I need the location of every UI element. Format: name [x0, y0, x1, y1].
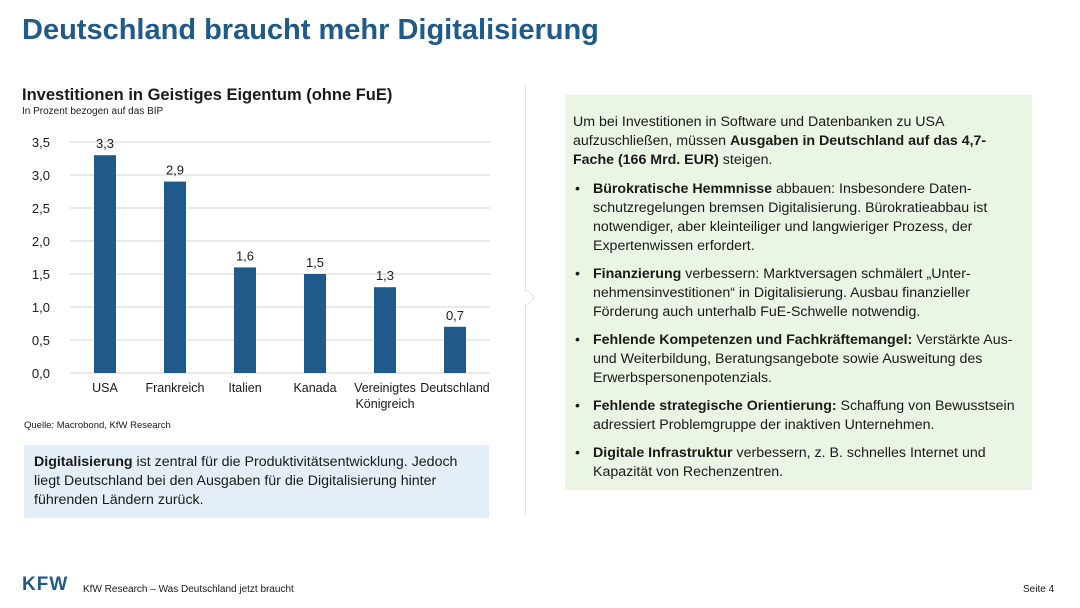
y-tick-label: 0,5 [32, 333, 50, 348]
x-tick-label: Kanada [293, 381, 336, 395]
recommendation-heading: Fehlende Kompetenzen und Fachkräftemange… [593, 332, 913, 348]
bar-chart: 0,0 0,5 1,0 1,5 2,0 2,5 3,0 3,5 3,3 USA 2,9 Frankre… [32, 135, 490, 411]
recommendation-item: • Bürokratische Hemmnisse abbauen: Insbes… [573, 180, 1021, 256]
y-tick-label: 2,5 [32, 201, 50, 216]
recommendation-text: abbauen: Insbesondere Daten-schutzregelu… [593, 181, 988, 254]
bar [94, 155, 116, 373]
footer-text: KfW Research – Was Deutschland jetzt bra… [83, 584, 294, 595]
recommendation-list: • Bürokratische Hemmnisse abbauen: Insbes… [573, 180, 1021, 482]
recommendation-text: Verstärkte Aus- und Weiterbildung, Berat… [593, 332, 1013, 386]
x-tick-label: Vereinigtes [354, 381, 416, 395]
y-tick-label: 3,5 [32, 135, 50, 150]
data-label: 3,3 [96, 136, 114, 151]
recommendation-text: verbessern: Marktversagen schmälert „Unt… [593, 266, 971, 320]
bullet-marker: • [575, 445, 580, 461]
bullet-marker: • [575, 332, 580, 348]
slide-title: Deutschland braucht mehr Digitalisierung [22, 14, 599, 46]
chart-subtitle: In Prozent bezogen auf das BIP [22, 106, 164, 117]
recommendation-heading: Fehlende strategische Orientierung: [593, 398, 837, 414]
y-tick-label: 0,0 [32, 366, 50, 381]
chart-title: Investitionen in Geistiges Eigentum (ohn… [22, 86, 393, 104]
info-box-bold: Digitalisierung [34, 454, 133, 470]
x-tick-label: Deutschland [420, 381, 490, 395]
x-tick-label: Italien [228, 381, 261, 395]
bullet-marker: • [575, 398, 580, 414]
intro-bold: Ausgaben in Deutschland auf das 4,7-Fach… [573, 133, 987, 168]
data-label: 1,6 [236, 248, 254, 263]
bar [444, 326, 466, 373]
bar [374, 287, 396, 373]
recommendation-item: • Digitale Infrastruktur verbessern, z. B… [573, 444, 1021, 482]
data-label: 1,5 [306, 255, 324, 270]
y-tick-label: 2,0 [32, 234, 50, 249]
bar [234, 267, 256, 373]
recommendation-heading: Bürokratische Hemmnisse [593, 181, 772, 197]
page-number: Seite 4 [1023, 584, 1055, 595]
recommendation-text: Schaffung von Bewusstsein adressiert Pro… [593, 398, 1015, 433]
info-box: Digitalisierung ist zentral für die Prod… [24, 445, 489, 518]
data-label: 0,7 [446, 308, 464, 323]
recommendation-heading: Digitale Infrastruktur [593, 445, 733, 461]
y-tick-label: 3,0 [32, 168, 50, 183]
kfw-logo: KFW [22, 574, 69, 595]
recommendation-heading: Finanzierung [593, 266, 682, 282]
chart-source: Quelle: Macrobond, KfW Research [24, 420, 171, 431]
y-tick-label: 1,0 [32, 300, 50, 315]
intro-text: Um bei Investitionen in Software und Dat… [573, 113, 1021, 170]
bar [304, 274, 326, 373]
recommendation-item: • Fehlende Kompetenzen und Fachkräftemang… [573, 331, 1021, 388]
data-label: 1,3 [376, 268, 394, 283]
x-tick-label: Frankreich [145, 381, 204, 395]
x-tick-label: USA [92, 381, 118, 395]
recommendation-item: • Finanzierung verbessern: Marktversagen … [573, 265, 1021, 322]
recommendation-panel: Um bei Investitionen in Software und Dat… [565, 95, 1032, 490]
recommendation-item: • Fehlende strategische Orientierung: Sch… [573, 397, 1021, 435]
divider-arrow [519, 289, 536, 306]
x-tick-label: Königreich [355, 397, 414, 411]
recommendation-text: verbessern, z. B. schnelles Internet und… [593, 445, 986, 480]
y-tick-label: 1,5 [32, 267, 50, 282]
data-label: 2,9 [166, 163, 184, 178]
bullet-marker: • [575, 266, 580, 282]
intro-pre: Um bei Investitionen in Software und Dat… [573, 114, 944, 149]
bullet-marker: • [575, 181, 580, 197]
bar [164, 181, 186, 373]
info-box-text: ist zentral für die Produktivitätsentwic… [34, 454, 458, 508]
intro-post: steigen. [718, 152, 773, 168]
